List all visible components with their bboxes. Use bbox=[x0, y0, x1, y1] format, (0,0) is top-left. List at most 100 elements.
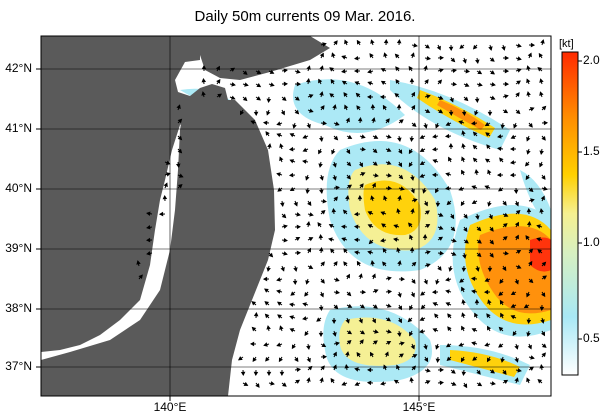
current-arrowhead bbox=[330, 78, 335, 84]
current-arrowhead bbox=[470, 276, 476, 282]
current-arrowhead bbox=[419, 134, 425, 139]
current-arrowhead bbox=[462, 59, 467, 64]
current-arrowhead bbox=[277, 187, 282, 192]
current-arrowhead bbox=[177, 184, 183, 189]
current-arrowhead bbox=[380, 381, 385, 386]
current-arrowhead bbox=[540, 319, 545, 324]
current-arrowhead bbox=[335, 341, 340, 346]
current-arrowhead bbox=[278, 357, 283, 363]
current-arrowhead bbox=[472, 131, 478, 137]
current-arrowhead bbox=[332, 364, 337, 370]
current-arrowhead bbox=[486, 313, 491, 318]
colorbar-ticks bbox=[578, 60, 582, 340]
current-arrowhead bbox=[503, 212, 509, 217]
current-arrowhead bbox=[332, 176, 337, 181]
current-arrowhead bbox=[539, 306, 545, 312]
current-arrowhead bbox=[316, 317, 321, 322]
current-arrowhead bbox=[307, 201, 312, 207]
current-arrowhead bbox=[382, 261, 387, 267]
current-arrowhead bbox=[420, 304, 426, 310]
current-arrowhead bbox=[367, 69, 372, 74]
current-arrowhead bbox=[450, 57, 456, 63]
current-arrowhead bbox=[253, 111, 259, 117]
current-arrowhead bbox=[328, 237, 333, 242]
current-arrowhead bbox=[263, 342, 268, 347]
current-arrowhead bbox=[321, 342, 327, 348]
current-arrowhead bbox=[514, 279, 519, 285]
current-arrowhead bbox=[282, 382, 287, 387]
current-arrowhead bbox=[306, 377, 311, 382]
current-arrowhead bbox=[356, 39, 361, 45]
current-arrowhead bbox=[387, 276, 392, 281]
current-arrowhead bbox=[504, 55, 510, 61]
current-arrowhead bbox=[358, 318, 363, 324]
current-arrowhead bbox=[305, 189, 310, 194]
current-arrowhead bbox=[177, 148, 183, 154]
current-arrowhead bbox=[294, 109, 300, 115]
current-arrowhead bbox=[485, 132, 490, 137]
current-arrowhead bbox=[437, 79, 443, 85]
current-arrowhead bbox=[452, 68, 457, 73]
current-arrowhead bbox=[434, 313, 439, 319]
current-arrowhead bbox=[422, 189, 427, 194]
current-arrowhead bbox=[332, 163, 337, 168]
current-arrowhead bbox=[484, 277, 490, 282]
current-arrowhead bbox=[471, 185, 476, 190]
map-title: Daily 50m currents 09 Mar. 2016. bbox=[194, 8, 416, 25]
current-arrowhead bbox=[465, 68, 471, 74]
current-arrowhead bbox=[529, 366, 535, 371]
current-arrowhead bbox=[320, 105, 325, 110]
current-arrowhead bbox=[296, 250, 302, 256]
current-arrowhead bbox=[526, 319, 532, 325]
current-arrowhead bbox=[266, 110, 271, 116]
current-arrowhead bbox=[231, 82, 236, 87]
current-arrowhead bbox=[426, 368, 431, 373]
current-arrowhead bbox=[331, 52, 336, 57]
current-arrowhead bbox=[516, 80, 521, 85]
current-arrowhead bbox=[354, 250, 359, 255]
current-arrowhead bbox=[529, 107, 535, 112]
current-arrowhead bbox=[435, 358, 441, 364]
current-arrowhead bbox=[530, 355, 535, 360]
current-arrowhead bbox=[307, 365, 313, 371]
current-arrowhead bbox=[346, 339, 352, 345]
current-arrowhead bbox=[516, 249, 522, 255]
current-arrowhead bbox=[487, 299, 492, 304]
current-arrowhead bbox=[431, 289, 437, 295]
current-arrowhead bbox=[445, 343, 451, 348]
current-arrowhead bbox=[354, 81, 360, 86]
current-arrowhead bbox=[397, 162, 403, 168]
current-arrowhead bbox=[439, 380, 445, 386]
current-arrowhead bbox=[498, 291, 504, 296]
current-arrowhead bbox=[370, 103, 376, 109]
current-arrowhead bbox=[438, 109, 444, 114]
current-arrowhead bbox=[345, 351, 350, 356]
current-arrowhead bbox=[345, 195, 350, 200]
current-arrowhead bbox=[309, 212, 314, 217]
current-arrowhead bbox=[497, 134, 502, 139]
current-arrowhead bbox=[461, 325, 466, 331]
current-arrowhead bbox=[478, 82, 483, 87]
current-arrowhead bbox=[408, 149, 413, 155]
current-arrowhead bbox=[477, 70, 483, 75]
current-arrowhead bbox=[459, 44, 465, 49]
current-arrowhead bbox=[397, 293, 402, 298]
lat-label-38: 38°N bbox=[5, 301, 32, 315]
current-arrowhead bbox=[461, 299, 466, 304]
current-arrowhead bbox=[474, 169, 479, 174]
current-arrowhead bbox=[331, 149, 336, 155]
current-arrowhead bbox=[472, 144, 478, 150]
current-arrowhead bbox=[399, 353, 404, 358]
current-arrowhead bbox=[526, 136, 531, 142]
current-arrowhead bbox=[530, 198, 535, 203]
current-arrowhead bbox=[425, 210, 430, 215]
current-arrowhead bbox=[497, 187, 503, 192]
current-arrowhead bbox=[541, 343, 547, 348]
current-arrowhead bbox=[344, 364, 349, 369]
current-arrowhead bbox=[304, 292, 309, 297]
current-arrowhead bbox=[354, 381, 360, 386]
current-arrowhead bbox=[528, 122, 533, 128]
current-arrowhead bbox=[395, 66, 400, 71]
current-arrowhead bbox=[432, 159, 438, 164]
current-arrowhead bbox=[393, 224, 398, 229]
